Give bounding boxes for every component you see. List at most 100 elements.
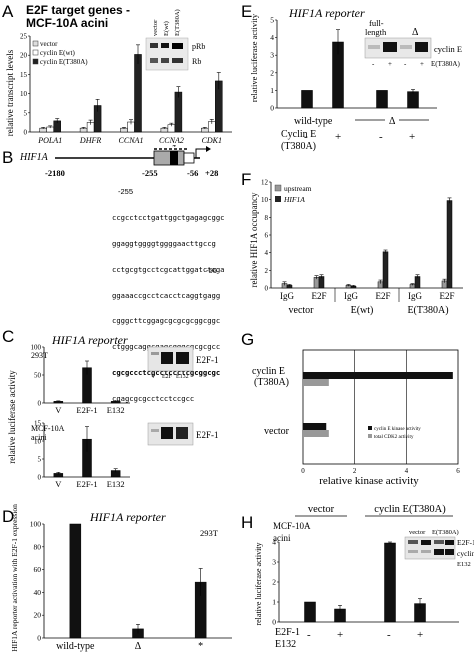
panel-d: D HIF1A reporter 0 20 40 60 80 100 wild-type Δ *… bbox=[0, 500, 237, 652]
panel-a-category: DHFR bbox=[79, 136, 101, 145]
panel-f-category: E2F bbox=[439, 291, 454, 301]
panel-e-group-delta: Δ bbox=[389, 116, 396, 127]
blot-a-band-prb-1 bbox=[150, 43, 158, 48]
blot-h-e2f1: E2F-1 bbox=[457, 538, 474, 547]
panel-g-xtick-label: 2 bbox=[353, 467, 357, 475]
legend-cyce-kinase: cyclin E kinase activity bbox=[374, 427, 421, 432]
seq-line-8: cgagcgcgcctcctccgcc bbox=[112, 393, 195, 403]
panel-e: E HIF1A reporter 0 1 2 3 4 5 relative lucifer… bbox=[237, 0, 474, 160]
panel-d-ytick-label: 40 bbox=[34, 588, 42, 597]
panel-f-bar bbox=[382, 251, 389, 289]
blot-c-bottom-band-v bbox=[151, 429, 159, 432]
panel-d-cell: 293T bbox=[200, 528, 219, 538]
panel-e-bar bbox=[301, 90, 313, 109]
coord-255: -255 bbox=[142, 168, 158, 178]
panel-g-xtick-label: 0 bbox=[301, 467, 305, 475]
blot-c-top-band-e2f bbox=[161, 352, 173, 364]
panel-h-cell-1: MCF-10A bbox=[273, 521, 311, 531]
panel-b-label: B bbox=[2, 148, 14, 167]
panel-h-ylabel: relative luciferase activity bbox=[254, 542, 263, 625]
coord-56: -56 bbox=[187, 168, 198, 178]
promoter-sequence: ccgcctcctgattggctgagagcggc ggaggtggggtgg… bbox=[112, 197, 225, 420]
panel-f-chart: 0 2 4 6 8 10 12 IgG E2F IgG E2F IgG E2F relative HIF… bbox=[249, 179, 463, 316]
panel-a-ytick-label: 5 bbox=[24, 109, 28, 117]
panel-a-label: A bbox=[2, 2, 14, 21]
panel-e-sign-2: + bbox=[335, 131, 341, 143]
legend-upstream: upstream bbox=[284, 184, 312, 193]
panel-e-bar bbox=[376, 90, 388, 109]
legend-swatch-cdk2 bbox=[368, 434, 372, 438]
panel-a-ylabel: relative transcript levels bbox=[5, 49, 15, 136]
panel-e-ytick-label: 4 bbox=[270, 33, 274, 42]
panel-e-sign-1: - bbox=[304, 131, 308, 143]
panel-a-ytick-label: 10 bbox=[20, 90, 28, 98]
panel-d-category: * bbox=[198, 641, 203, 652]
blot-lane-ewt: E(wt) bbox=[163, 21, 170, 36]
panel-d-category: Δ bbox=[135, 641, 142, 652]
panel-a-ytick-label: 15 bbox=[20, 71, 28, 79]
blot-a bbox=[145, 37, 189, 71]
panel-g-xlabel: relative kinase activity bbox=[319, 475, 419, 487]
panel-c-top-ytick-label: 0 bbox=[38, 400, 42, 408]
blot-e-sign-label: E(T380A) bbox=[431, 60, 460, 68]
panel-a-category: CDK1 bbox=[202, 136, 222, 145]
blot-c-top-band-v bbox=[151, 352, 159, 355]
tss-arrowhead bbox=[206, 146, 211, 152]
panel-g-label: G bbox=[241, 330, 255, 349]
panel-g-bar bbox=[303, 423, 327, 430]
legend-swatch-upstream bbox=[274, 184, 282, 192]
panel-g-bar bbox=[303, 430, 329, 437]
panel-f-ytick-label: 8 bbox=[265, 214, 269, 222]
panel-c-bottom-cell-2: acini bbox=[31, 433, 47, 442]
seq-line-1: ccgcctcctgattggctgagagcggc bbox=[112, 213, 225, 223]
panel-h-ytick-label: 0 bbox=[272, 618, 276, 627]
panel-h-sign-1: - bbox=[307, 629, 311, 641]
blot-e-band-1 bbox=[368, 45, 380, 49]
panel-e-ytick-label: 5 bbox=[270, 16, 274, 25]
blot-e bbox=[364, 37, 432, 59]
legend-hif1a: HIF1A bbox=[283, 195, 305, 204]
panel-e-chart: 0 1 2 3 4 5 relative luciferase activity wild… bbox=[249, 13, 462, 152]
promoter-box bbox=[153, 150, 185, 166]
panel-a-ytick-label: 20 bbox=[20, 52, 28, 60]
panel-h-ytick-label: 4 bbox=[272, 538, 276, 547]
panel-h-ytick-label: 1 bbox=[272, 598, 276, 607]
blot-e-sign-2: + bbox=[388, 60, 392, 68]
blot-h-cyce-band-3 bbox=[434, 549, 444, 555]
legend-swatch-vector bbox=[32, 40, 39, 47]
legend-cdk2: total CDK2 activity bbox=[374, 435, 414, 440]
panel-f-category: E2F bbox=[375, 291, 390, 301]
panel-d-ytick-label: 100 bbox=[30, 520, 42, 529]
blot-a-band-prb-2 bbox=[161, 43, 169, 48]
e2f-site bbox=[170, 151, 178, 165]
panel-e-row-label-2: (T380A) bbox=[281, 141, 316, 152]
seq-line-5: cgggcttcggagcgcgcgcggcggc bbox=[112, 316, 221, 326]
panel-f-group-et380a: E(T380A) bbox=[407, 305, 448, 316]
panel-e-label: E bbox=[241, 2, 253, 21]
blot-a-band-prb-3 bbox=[172, 43, 183, 49]
panel-c-bottom-category: V bbox=[55, 479, 62, 489]
panel-d-bar bbox=[69, 523, 82, 639]
panel-c-bottom-cell-1: MCF-10A bbox=[31, 424, 65, 433]
blot-e-header-delta: Δ bbox=[412, 27, 419, 38]
panel-c-top-cell: 293T bbox=[31, 351, 48, 360]
seq-line-3: cctgcgtgcctcgcattggatctcga bbox=[112, 264, 225, 274]
blot-h-cyce-band-4 bbox=[445, 549, 454, 555]
blot-h-e2f-band-4 bbox=[445, 540, 454, 545]
panel-a-ytick-label: 0 bbox=[24, 129, 28, 137]
panel-h-sign-4: + bbox=[417, 629, 423, 641]
panel-f-ytick-label: 0 bbox=[265, 285, 269, 293]
panel-c-bottom-ytick-label: 10 bbox=[34, 438, 42, 446]
blot-h-e2f-band-3 bbox=[434, 540, 444, 544]
panel-f-ytick-label: 12 bbox=[261, 179, 269, 187]
panel-d-ytick-label: 0 bbox=[37, 634, 41, 643]
panel-a-category: CCNA1 bbox=[119, 136, 144, 145]
blot-h-e132: E132 bbox=[457, 561, 471, 568]
panel-c-top-ytick-label: 100 bbox=[31, 344, 42, 352]
blot-c-bottom-e2f1: E2F-1 bbox=[196, 430, 219, 440]
panel-c-bottom-ytick-label: 5 bbox=[38, 456, 42, 464]
blot-a-band-rb-2 bbox=[161, 58, 169, 63]
panel-b-gene: HIF1A bbox=[19, 152, 49, 163]
panel-a-title: E2F target genes - MCF-10A acini bbox=[26, 4, 130, 30]
panel-c-top-category: E132 bbox=[107, 405, 125, 415]
